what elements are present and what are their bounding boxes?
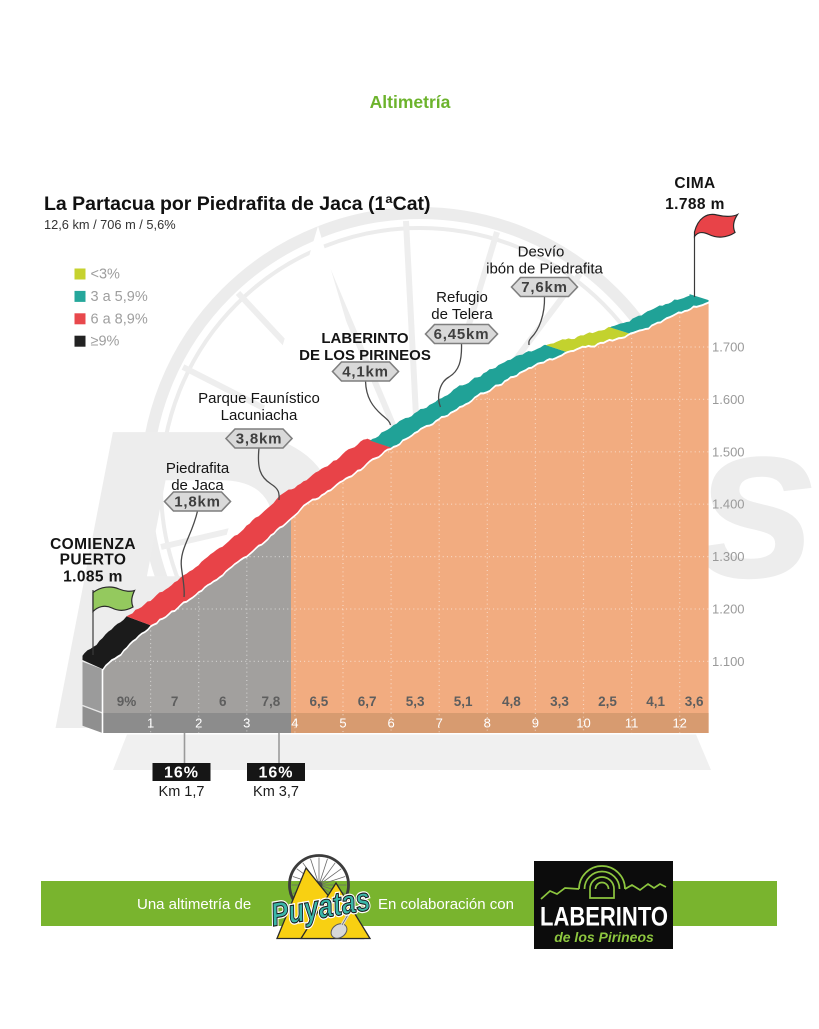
svg-text:CIMA: CIMA <box>674 175 715 192</box>
svg-text:1.200: 1.200 <box>712 602 745 617</box>
svg-text:6,45km: 6,45km <box>434 326 490 343</box>
svg-text:3,6: 3,6 <box>685 694 704 709</box>
svg-text:16%: 16% <box>258 765 293 782</box>
svg-text:6,7: 6,7 <box>358 694 377 709</box>
svg-text:11: 11 <box>625 716 639 731</box>
svg-text:12,6 km / 706 m / 5,6%: 12,6 km / 706 m / 5,6% <box>44 217 176 232</box>
svg-text:Altimetría: Altimetría <box>370 92 451 112</box>
svg-text:9: 9 <box>532 716 539 731</box>
svg-text:1.600: 1.600 <box>712 392 745 407</box>
svg-text:En colaboración con: En colaboración con <box>378 896 514 913</box>
svg-text:5: 5 <box>339 716 346 731</box>
svg-text:5,3: 5,3 <box>406 694 425 709</box>
svg-text:3: 3 <box>243 716 250 731</box>
svg-text:3,8km: 3,8km <box>236 431 283 448</box>
svg-text:12: 12 <box>672 716 686 731</box>
svg-text:6 a 8,9%: 6 a 8,9% <box>91 311 148 327</box>
svg-text:1.300: 1.300 <box>712 549 745 564</box>
svg-text:4,1: 4,1 <box>646 694 665 709</box>
svg-text:Desvío: Desvío <box>518 244 565 261</box>
svg-text:La Partacua por Piedrafita de: La Partacua por Piedrafita de Jaca (1ªCa… <box>44 193 431 215</box>
svg-text:PUERTO: PUERTO <box>60 552 127 569</box>
svg-text:1.700: 1.700 <box>712 340 745 355</box>
svg-text:de Jaca: de Jaca <box>171 477 224 494</box>
svg-text:16%: 16% <box>164 765 199 782</box>
svg-text:5,1: 5,1 <box>454 694 473 709</box>
svg-text:Una altimetría de: Una altimetría de <box>137 896 251 913</box>
svg-text:≥9%: ≥9% <box>91 334 120 350</box>
svg-text:6,5: 6,5 <box>310 694 329 709</box>
svg-text:DE LOS PIRINEOS: DE LOS PIRINEOS <box>299 347 431 364</box>
svg-text:1.400: 1.400 <box>712 497 745 512</box>
svg-text:Parque Faunístico: Parque Faunístico <box>198 390 320 407</box>
svg-text:3,3: 3,3 <box>550 694 569 709</box>
svg-text:Km 1,7: Km 1,7 <box>159 784 205 800</box>
svg-text:ibón de Piedrafita: ibón de Piedrafita <box>486 261 603 278</box>
svg-text:de los Pirineos: de los Pirineos <box>554 929 654 945</box>
svg-text:6: 6 <box>219 694 227 709</box>
svg-text:1,8km: 1,8km <box>174 494 221 511</box>
svg-text:8: 8 <box>484 716 491 731</box>
svg-text:Km 3,7: Km 3,7 <box>253 784 299 800</box>
svg-text:s: s <box>694 373 819 625</box>
svg-text:2: 2 <box>195 716 202 731</box>
svg-text:1.085 m: 1.085 m <box>63 569 123 586</box>
svg-text:10: 10 <box>576 716 590 731</box>
svg-text:7,6km: 7,6km <box>521 279 568 296</box>
svg-text:1.788 m: 1.788 m <box>665 196 725 213</box>
svg-text:7: 7 <box>171 694 179 709</box>
svg-text:4,8: 4,8 <box>502 694 521 709</box>
svg-text:1.100: 1.100 <box>712 654 745 669</box>
svg-text:Refugio: Refugio <box>436 289 488 306</box>
svg-text:<3%: <3% <box>91 267 121 283</box>
svg-text:1: 1 <box>147 716 154 731</box>
svg-text:4: 4 <box>291 716 298 731</box>
svg-text:6: 6 <box>387 716 394 731</box>
svg-text:3 a 5,9%: 3 a 5,9% <box>91 289 148 305</box>
svg-text:COMIENZA: COMIENZA <box>50 536 136 553</box>
svg-text:Piedrafita: Piedrafita <box>166 460 230 477</box>
svg-text:LABERINTO: LABERINTO <box>321 330 409 347</box>
svg-text:1.500: 1.500 <box>712 444 745 459</box>
svg-text:de Telera: de Telera <box>431 306 493 323</box>
svg-text:7: 7 <box>436 716 443 731</box>
svg-text:LABERINTO: LABERINTO <box>540 902 668 932</box>
svg-text:4,1km: 4,1km <box>342 364 389 381</box>
svg-text:2,5: 2,5 <box>598 694 617 709</box>
svg-text:Lacuniacha: Lacuniacha <box>221 407 298 424</box>
svg-text:7,8: 7,8 <box>262 694 281 709</box>
svg-text:9%: 9% <box>117 694 137 709</box>
